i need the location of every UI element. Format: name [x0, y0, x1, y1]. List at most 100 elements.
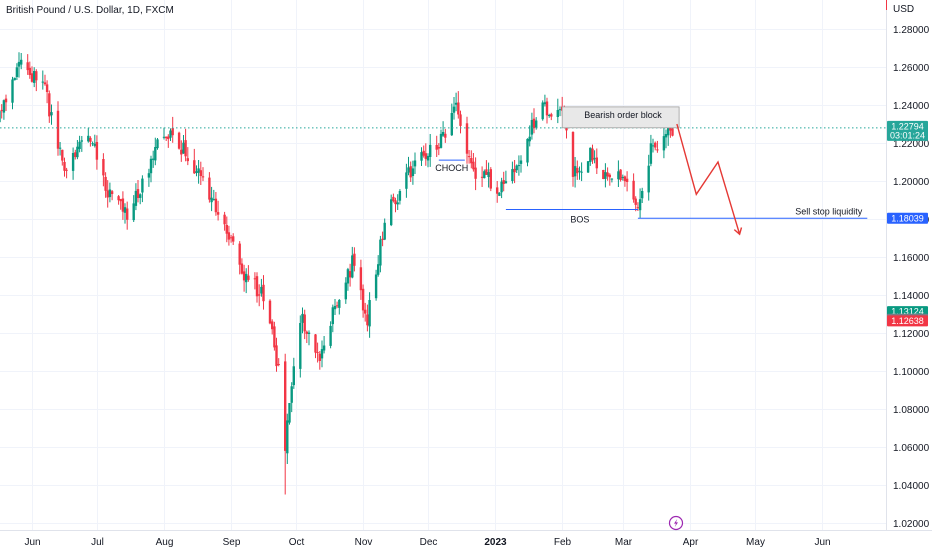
candle	[606, 167, 609, 181]
y-tick-label: 1.04000	[893, 481, 930, 492]
candle	[649, 134, 653, 167]
candle	[245, 268, 248, 294]
candle	[50, 104, 53, 125]
candle	[268, 299, 272, 325]
candle	[91, 141, 94, 147]
candle	[632, 173, 635, 203]
candle	[139, 193, 142, 205]
candle	[286, 413, 289, 464]
x-tick-label: Dec	[420, 537, 438, 548]
candle	[519, 155, 523, 173]
lightning-icon[interactable]	[668, 515, 684, 531]
candle	[578, 166, 581, 180]
candle	[621, 174, 624, 181]
candle	[33, 67, 36, 88]
y-tick-label: 1.24000	[893, 101, 930, 112]
candle	[530, 112, 534, 140]
projection-arrow[interactable]	[676, 123, 743, 236]
candle	[647, 154, 650, 201]
sell-stop-liquidity-level[interactable]: Sell stop liquidity	[637, 206, 868, 219]
candle	[641, 187, 644, 203]
candle	[480, 166, 484, 187]
x-axis[interactable]: Jun Jul Aug Sep Oct Nov Dec 2023 Feb Mar Apr May Jun	[24, 537, 830, 548]
candle	[48, 90, 51, 123]
candle	[485, 160, 488, 175]
candle	[623, 175, 627, 187]
candle	[573, 157, 577, 188]
candle	[383, 218, 386, 241]
candle	[435, 135, 438, 157]
candle	[238, 241, 241, 275]
candle	[229, 234, 233, 243]
candle	[20, 53, 23, 70]
candle	[104, 172, 107, 198]
candle	[314, 334, 317, 359]
candle	[638, 188, 642, 218]
candle	[409, 161, 412, 182]
x-tick-label: Jun	[24, 537, 40, 548]
candle	[617, 160, 620, 187]
y-tick-label: 1.20000	[893, 177, 930, 188]
candle	[210, 186, 213, 212]
candle	[262, 275, 265, 310]
countdown-timer: 03:01:24	[890, 130, 925, 140]
candle	[71, 147, 75, 180]
candle	[366, 304, 369, 332]
candle	[329, 321, 332, 349]
candle	[591, 144, 594, 164]
candle	[595, 148, 598, 174]
candle	[56, 101, 60, 156]
candle	[504, 170, 508, 184]
candle	[472, 153, 475, 172]
candle	[377, 255, 380, 277]
y-tick-label: 1.08000	[893, 405, 930, 416]
candle	[439, 129, 443, 149]
candle	[271, 319, 274, 335]
candle	[543, 94, 547, 107]
candle	[483, 169, 486, 179]
candle	[43, 74, 47, 86]
y-axis[interactable]: 1.28000 1.26000 1.24000 1.22000 1.20000 1.180…	[893, 25, 930, 530]
y-tick-label: 1.12000	[893, 329, 930, 340]
candle	[26, 54, 29, 75]
candle	[255, 272, 259, 303]
candle	[154, 137, 157, 166]
candle	[4, 94, 8, 111]
candle	[502, 171, 505, 192]
candle	[381, 231, 384, 247]
candle	[0, 111, 1, 123]
x-tick-label: May	[746, 537, 765, 548]
candle	[545, 97, 549, 124]
candle	[171, 116, 174, 143]
candle	[394, 197, 397, 213]
candle	[277, 358, 280, 367]
candle	[307, 330, 311, 346]
candle	[364, 302, 367, 322]
candle	[225, 216, 228, 243]
bos-label: BOS	[570, 215, 589, 225]
candle	[517, 155, 521, 176]
candle	[353, 247, 356, 272]
candle	[290, 382, 293, 413]
bearish-order-block[interactable]: Bearish order block	[561, 106, 680, 129]
candle	[89, 136, 92, 147]
candle	[413, 152, 417, 174]
candle	[15, 63, 19, 80]
candle	[396, 194, 399, 210]
candle	[78, 135, 81, 153]
choch-level[interactable]: CHOCH	[435, 159, 468, 173]
bos-level[interactable]: BOS	[505, 209, 638, 225]
candle	[152, 150, 155, 168]
candle	[602, 169, 605, 180]
candle	[184, 128, 187, 162]
candle	[136, 180, 140, 203]
candle	[515, 164, 518, 173]
price-tag: 1.12638	[887, 315, 928, 327]
candle	[320, 340, 324, 368]
candle	[454, 92, 458, 112]
currency-label: USD	[893, 4, 914, 15]
candle	[513, 160, 516, 184]
candle	[532, 108, 536, 134]
